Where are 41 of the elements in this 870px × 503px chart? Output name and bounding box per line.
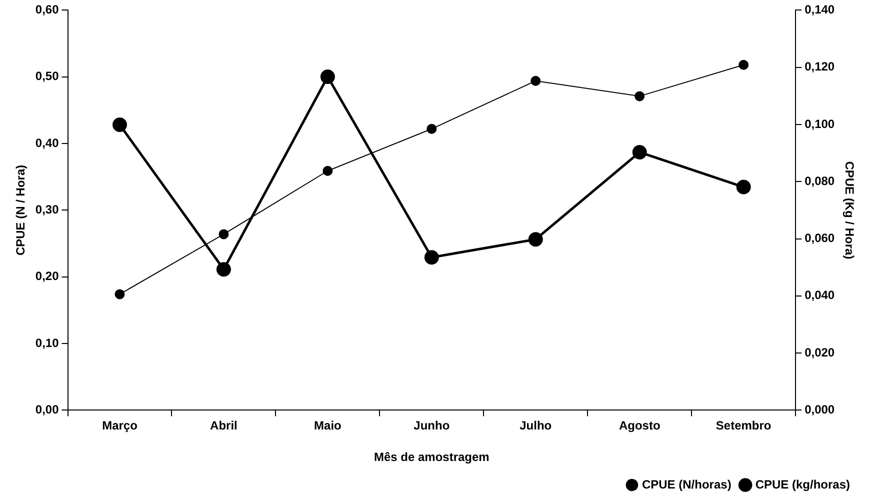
y2-tick-label: 0,100 bbox=[804, 116, 835, 131]
y-tick-label: 0,60 bbox=[35, 2, 60, 17]
y-tick-label: 0,00 bbox=[35, 402, 60, 417]
x-tick-label: Julho bbox=[520, 418, 552, 433]
y-tick-label: 0,10 bbox=[35, 336, 60, 350]
point bbox=[218, 229, 229, 240]
x-tick-label: Junho bbox=[414, 418, 450, 433]
point bbox=[320, 70, 335, 84]
y-tick-label: 0,20 bbox=[35, 269, 60, 284]
y2-tick-label: 0,060 bbox=[804, 231, 835, 246]
point bbox=[528, 232, 543, 247]
x-tick-label: Abril bbox=[210, 418, 238, 433]
x-tick-label: Maio bbox=[314, 418, 342, 433]
y-tick-label: 0,50 bbox=[35, 69, 60, 84]
legend-label: CPUE (N/horas) bbox=[642, 477, 732, 492]
point bbox=[322, 166, 333, 176]
y-tick-label: 0,30 bbox=[35, 202, 60, 217]
x-tick-label: Setembro bbox=[716, 418, 772, 433]
point bbox=[738, 60, 749, 70]
y-axis-title: CPUE (N / Hora) bbox=[14, 164, 28, 256]
x-tick-label: Agosto bbox=[618, 418, 660, 433]
legend-label: CPUE (kg/horas) bbox=[755, 477, 850, 492]
x-axis-title: Mês de amostragem bbox=[374, 450, 490, 464]
point bbox=[736, 180, 751, 194]
point bbox=[426, 124, 437, 134]
point bbox=[530, 76, 541, 86]
point bbox=[634, 91, 645, 102]
y2-tick-label: 0,120 bbox=[804, 60, 835, 74]
y2-tick-label: 0,040 bbox=[804, 288, 835, 302]
point bbox=[424, 250, 439, 265]
point bbox=[632, 144, 647, 160]
y-tick-label: 0,40 bbox=[35, 136, 60, 150]
point bbox=[112, 118, 127, 132]
point bbox=[114, 289, 125, 300]
y2-tick-label: 0,000 bbox=[804, 402, 835, 417]
y2-tick-label: 0,080 bbox=[804, 174, 835, 188]
y2-tick-label: 0,020 bbox=[804, 345, 835, 360]
point bbox=[216, 262, 231, 277]
y2-axis-title: CPUE (Kg / Hora) bbox=[842, 161, 856, 260]
y2-tick-label: 0,140 bbox=[804, 2, 835, 17]
x-tick-label: Março bbox=[102, 418, 138, 433]
